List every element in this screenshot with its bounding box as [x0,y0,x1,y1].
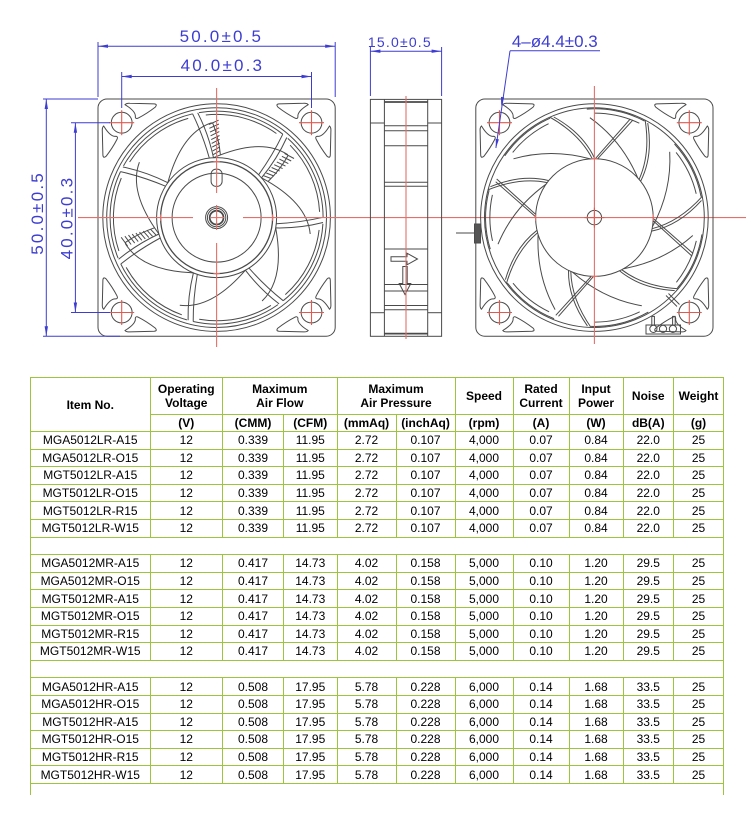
svg-text:15.0±0.5: 15.0±0.5 [368,34,432,50]
svg-text:50.0±0.5: 50.0±0.5 [28,171,47,255]
svg-text:40.0±0.3: 40.0±0.3 [181,56,265,75]
svg-text:50.0±0.5: 50.0±0.5 [180,27,264,46]
svg-text:4–ø4.4±0.3: 4–ø4.4±0.3 [512,32,598,51]
svg-text:40.0±0.3: 40.0±0.3 [58,176,77,260]
